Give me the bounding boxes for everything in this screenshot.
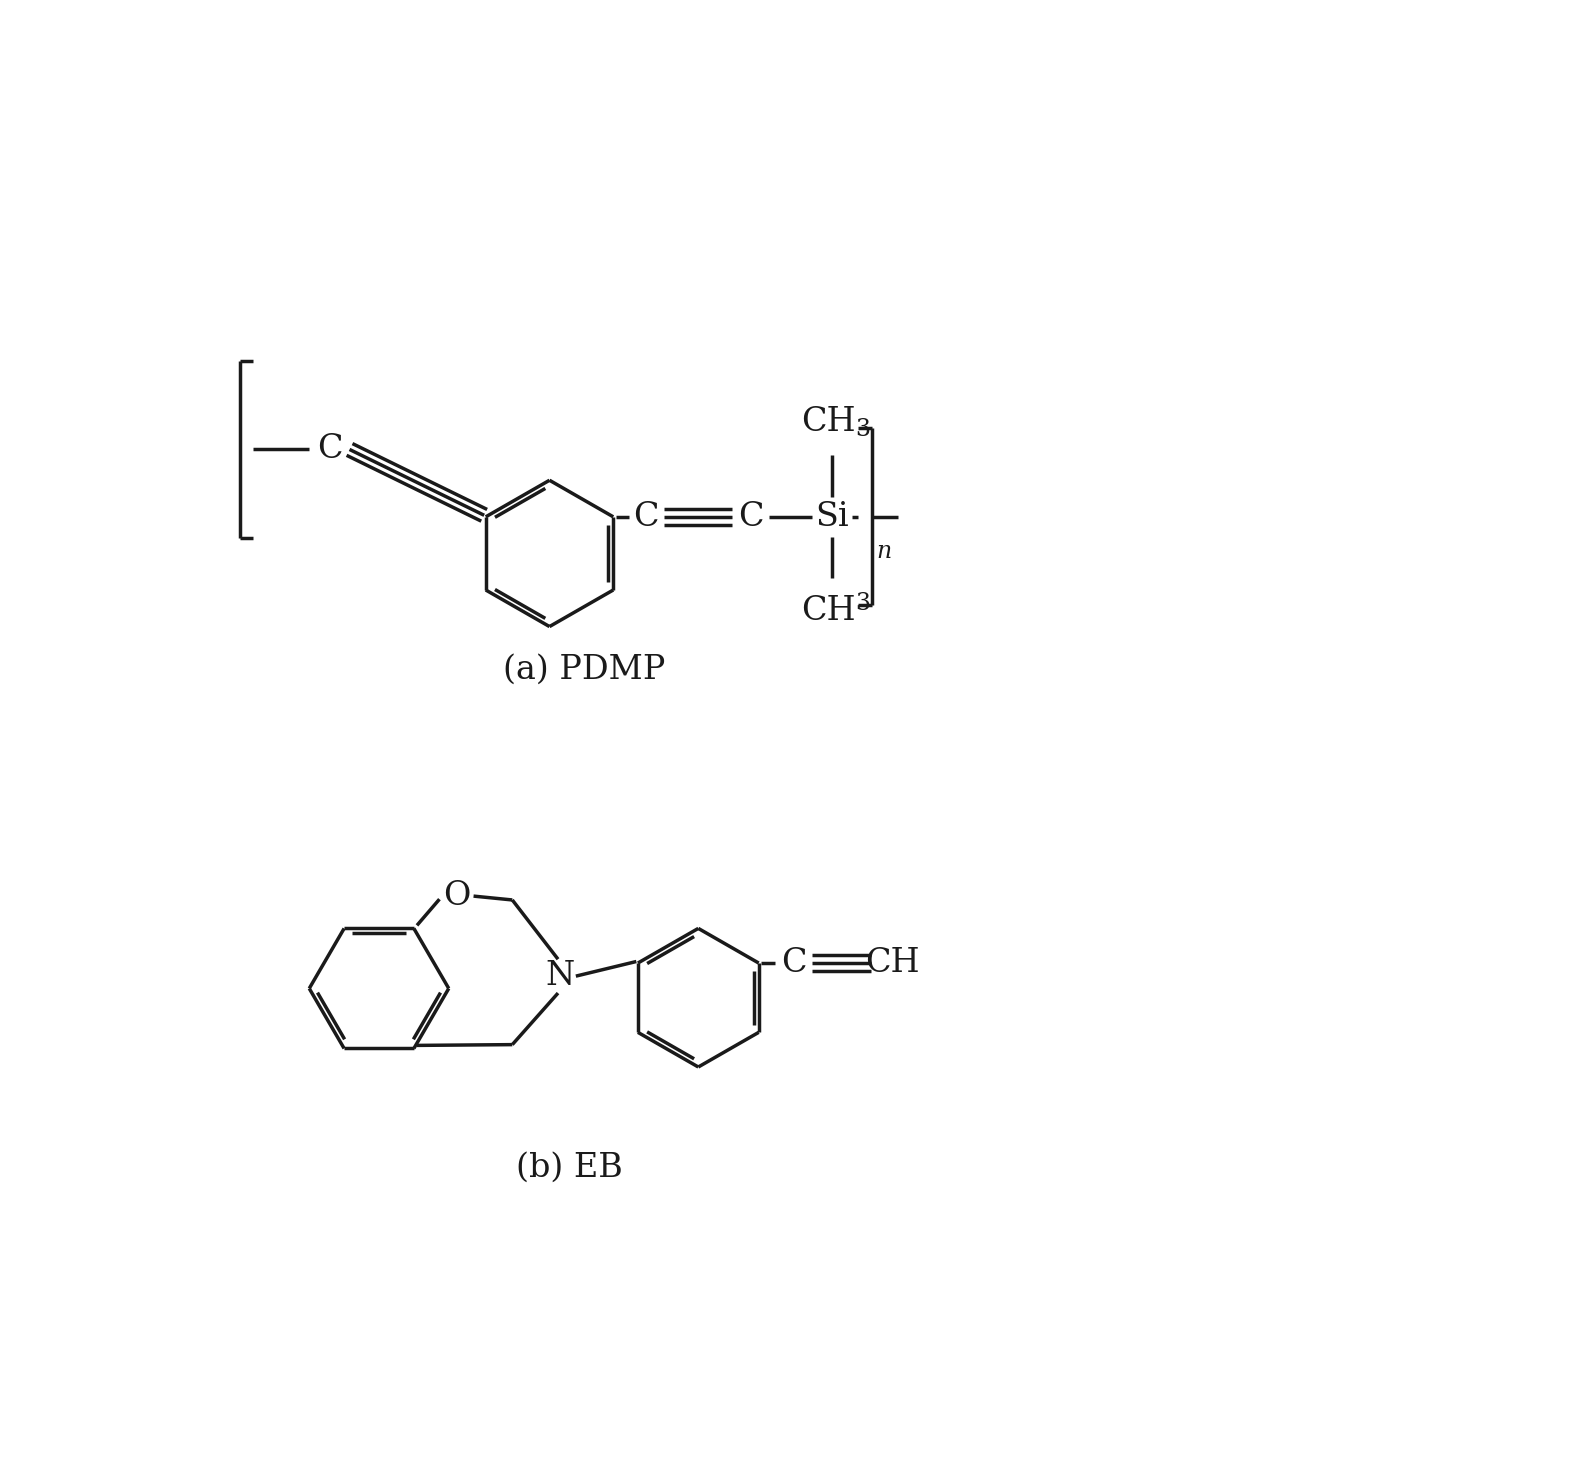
Text: CH: CH (802, 595, 857, 628)
Text: CH: CH (866, 948, 920, 979)
Text: 3: 3 (855, 593, 869, 615)
Text: Si: Si (814, 501, 849, 532)
Text: C: C (781, 948, 806, 979)
Text: O: O (443, 880, 471, 912)
Text: CH: CH (802, 407, 857, 438)
Text: C: C (737, 501, 764, 532)
Text: 3: 3 (855, 419, 869, 441)
Text: (a) PDMP: (a) PDMP (502, 653, 666, 685)
Text: C: C (318, 433, 343, 466)
Text: C: C (633, 501, 658, 532)
Text: N: N (545, 960, 575, 992)
Text: (b) EB: (b) EB (515, 1151, 622, 1184)
Text: n: n (877, 539, 891, 563)
